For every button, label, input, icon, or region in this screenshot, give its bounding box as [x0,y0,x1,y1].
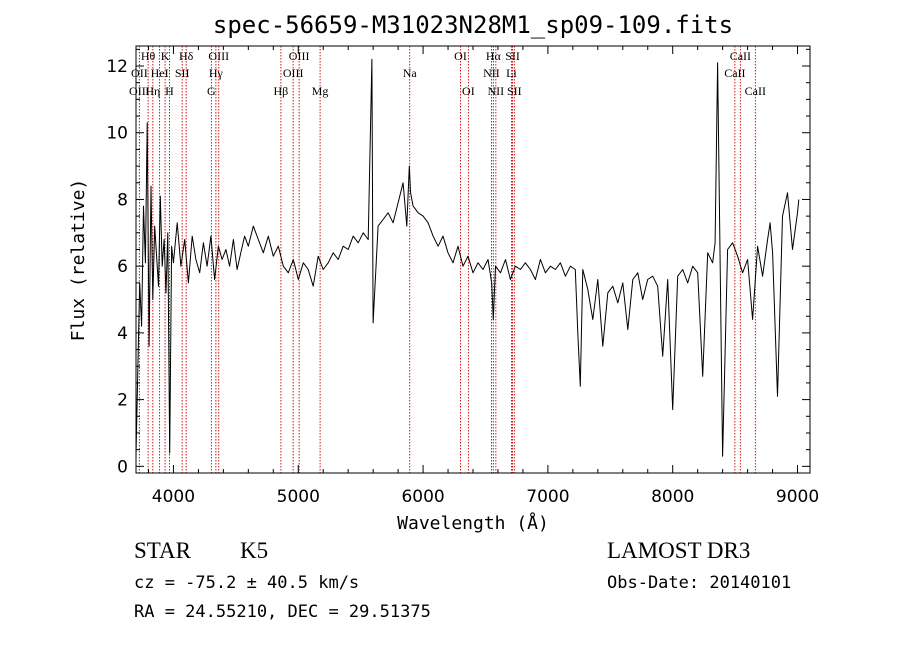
emission-line-label: Hθ [141,49,156,63]
spectrum-line [135,58,800,457]
emission-line-label: SII [175,66,190,80]
obs-date: Obs-Date: 20140101 [607,573,792,593]
emission-line-label: CaII [745,84,766,98]
object-class: STAR [134,538,191,563]
emission-line-markers [138,46,756,473]
x-axis-ticks: 4000 5000 6000 7000 8000 9000 [147,46,819,507]
y-tick-label: 6 [117,257,128,277]
emission-line-label: Hγ [209,66,224,80]
emission-line-label: CaII [730,49,751,63]
emission-line-label: OI [462,84,475,98]
emission-line-label: Hβ [274,84,289,98]
emission-line-label: Hα [486,49,502,63]
emission-line-label: OIII [283,66,304,80]
emission-line-label: Mg [312,84,329,98]
emission-line-label: SII [507,84,522,98]
emission-line-label: Hδ [179,49,194,63]
emission-line-label: NII [488,84,505,98]
y-tick-label: 0 [117,457,128,477]
y-tick-label: 10 [106,124,128,144]
emission-line-label: SII [505,49,520,63]
emission-line-label: Na [403,66,418,80]
redshift-text: cz = -75.2 ± 40.5 km/s [134,573,360,593]
emission-line-label: NII [483,66,500,80]
emission-line-label: Li [506,66,517,80]
emission-line-label: OII [131,66,148,80]
x-axis-label: Wavelength (Å) [397,512,549,534]
emission-line-label: OIII [129,84,150,98]
x-tick-label: 6000 [401,487,444,507]
emission-line-label: Hη [145,84,160,98]
chart-title: spec-56659-M31023N28M1_sp09-109.fits [213,11,733,39]
emission-line-label: OI [454,49,467,63]
y-tick-label: 8 [117,190,128,210]
survey-name: LAMOST DR3 [607,538,751,563]
emission-line-label: H [165,84,174,98]
y-tick-label: 12 [106,57,128,77]
object-subclass: K5 [240,538,269,563]
emission-line-label: CaII [724,66,745,80]
y-axis-label: Flux (relative) [68,179,89,342]
x-tick-label: 4000 [152,487,195,507]
emission-line-label: OIII [289,49,310,63]
plot-frame [135,45,811,474]
x-tick-label: 8000 [651,487,694,507]
ra-dec: RA = 24.55210, DEC = 29.51375 [134,602,431,622]
emission-line-label: HeI [151,66,169,80]
emission-line-label: OIII [208,49,229,63]
x-tick-label: 9000 [776,487,819,507]
x-tick-label: 7000 [526,487,569,507]
y-tick-label: 2 [117,391,128,411]
y-axis-ticks: 0 2 4 6 8 10 12 [106,48,810,477]
y-tick-label: 4 [117,324,128,344]
emission-line-label: K [161,49,170,63]
emission-line-label: G [207,84,216,98]
x-tick-label: 5000 [277,487,320,507]
